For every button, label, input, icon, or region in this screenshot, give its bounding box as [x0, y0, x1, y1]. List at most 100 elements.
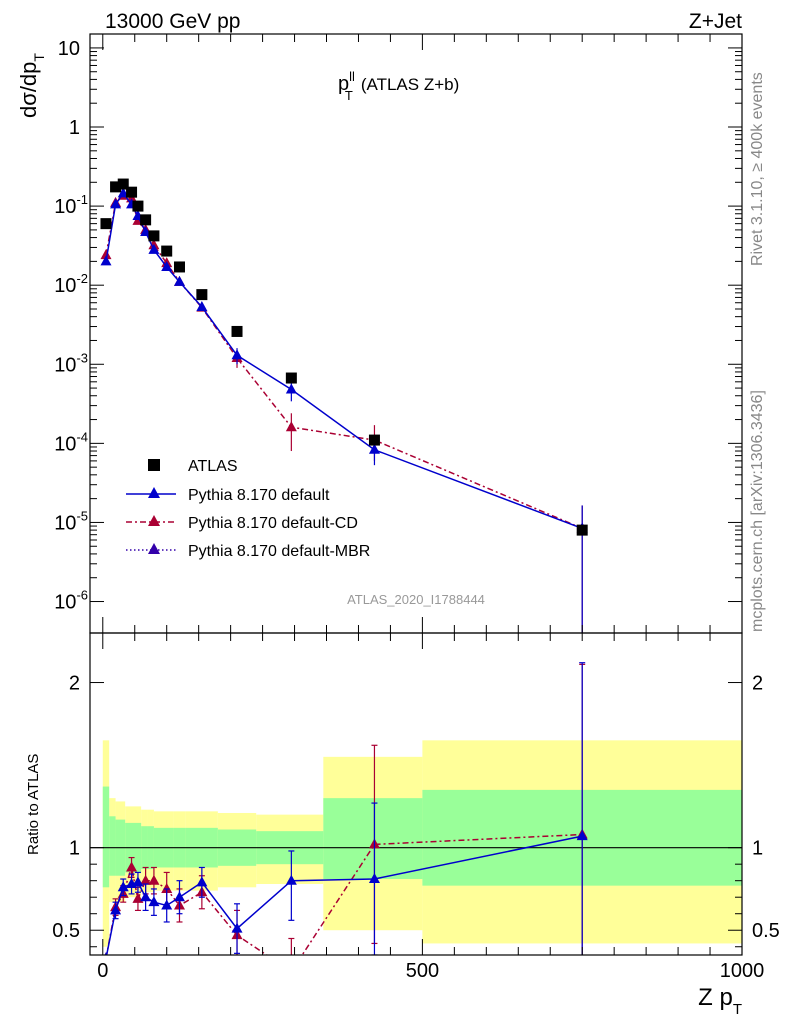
- main-y-tick-label-exponent: -6: [76, 588, 88, 603]
- atlas-data-point: [110, 181, 122, 193]
- main-title-symbol: p: [338, 73, 349, 95]
- atlas-data-point: [196, 289, 208, 301]
- main-series-1-marker: [368, 443, 380, 454]
- main-y-tick-label-exponent: -2: [76, 271, 88, 286]
- main-series-1-marker: [196, 300, 208, 311]
- rivet-version-label: Rivet 3.1.10, ≥ 400k events: [749, 72, 766, 266]
- main-y-tick-label-exponent: -5: [76, 508, 88, 523]
- ratio-axes: 0.5 0.5 1 1 2 2 0 500 1000: [52, 633, 780, 982]
- main-y-tick-label-exponent: -1: [76, 192, 88, 207]
- atlas-data-point: [368, 434, 380, 446]
- atlas-data-point: [161, 245, 173, 257]
- ratio-y-tick-label-right: 1: [752, 838, 763, 860]
- main-y-tick-label-exponent: -4: [76, 429, 88, 444]
- ratio-y-tick-label-left: 0.5: [52, 920, 80, 942]
- main-title: pll T (ATLAS Z+b): [338, 69, 459, 103]
- legend-default-label: Pythia 8.170 default: [188, 487, 330, 504]
- main-series-1-marker: [285, 383, 297, 394]
- analysis-id-watermark: ATLAS_2020_I1788444: [347, 592, 485, 607]
- ratio-series-0-marker: [117, 881, 129, 892]
- ratio-plot-frame: [89, 632, 743, 956]
- atlas-data-point: [100, 218, 112, 230]
- main-y-axis-title-subscript: T: [31, 53, 47, 62]
- main-series-1-marker: [231, 349, 243, 360]
- ratio-series-0-marker: [140, 891, 152, 902]
- ratio-series-0-marker: [132, 876, 144, 887]
- uncertainty-band-inner: [109, 816, 116, 876]
- ratio-series-1-marker: [126, 861, 138, 872]
- main-title-subscript: T: [345, 88, 353, 103]
- ratio-plot-area: [90, 662, 742, 976]
- ratio-series-0-marker: [173, 891, 185, 902]
- legend-default-cd-label: Pythia 8.170 default-CD: [188, 515, 358, 532]
- main-series-line-1: [105, 192, 583, 530]
- main-title-superscript: ll: [349, 69, 355, 84]
- ratio-y-tick-label-right: 0.5: [752, 920, 780, 942]
- ratio-y-tick-label-left: 2: [69, 673, 80, 695]
- uncertainty-band-inner: [102, 786, 110, 888]
- main-series-1-marker: [140, 226, 152, 237]
- atlas-data-point: [576, 524, 588, 536]
- main-y-tick-label-base: 10: [54, 512, 76, 534]
- main-y-tick-label-base: 10: [54, 592, 76, 614]
- legend-item-default-mbr: Pythia 8.170 default-MBR: [126, 543, 370, 560]
- atlas-data-point: [148, 230, 160, 242]
- ratio-x-axis-title: Z pT: [698, 984, 742, 1018]
- legend-item-default-cd: Pythia 8.170 default-CD: [126, 515, 358, 532]
- ratio-series-1-marker: [140, 874, 152, 885]
- ratio-series-1-marker: [161, 882, 173, 893]
- main-y-tick-label-base: 10: [54, 196, 76, 218]
- atlas-data-point: [117, 178, 129, 190]
- ratio-series-0-marker: [576, 830, 588, 841]
- legend-default-mbr-label: Pythia 8.170 default-MBR: [188, 543, 370, 560]
- main-y-tick-label: 10-4: [54, 429, 88, 455]
- ratio-series-0-marker: [148, 896, 160, 907]
- main-y-tick-label: 1: [69, 117, 80, 139]
- ratio-series-0-marker: [161, 899, 173, 910]
- ratio-series-0-marker: [196, 876, 208, 887]
- main-plot-area: [100, 178, 588, 633]
- ratio-x-axis-title-text: Z p: [698, 984, 733, 1011]
- ratio-y-tick-label-left: 1: [69, 838, 80, 860]
- main-y-tick-label-base: 10: [54, 354, 76, 376]
- ratio-y-tick-label-right: 2: [752, 673, 763, 695]
- ratio-x-tick-label: 1000: [720, 960, 765, 982]
- ratio-series-1-marker: [148, 874, 160, 885]
- main-y-tick-label: 10-5: [54, 508, 88, 534]
- atlas-data-point: [173, 261, 185, 273]
- ratio-x-tick-label: 500: [406, 960, 439, 982]
- atlas-data-point: [132, 200, 144, 212]
- ratio-series-1-marker: [286, 966, 297, 976]
- atlas-data-point: [231, 325, 243, 337]
- main-y-tick-label: 10-2: [54, 271, 88, 297]
- ratio-y-axis-title: Ratio to ATLAS: [25, 754, 42, 855]
- ratio-series-0-marker: [231, 922, 243, 933]
- ratio-series-0-marker: [368, 873, 380, 884]
- main-y-tick-label-base: 10: [54, 275, 76, 297]
- ratio-x-tick-label: 0: [97, 960, 108, 982]
- ratio-x-axis-title-subscript: T: [733, 1001, 742, 1018]
- atlas-data-point: [285, 372, 297, 384]
- ratio-series-0-marker: [285, 874, 297, 885]
- main-y-axis-title-text: dσ/dp: [16, 62, 41, 118]
- main-y-tick-label: 10-1: [54, 192, 88, 218]
- ratio-series-0-marker: [104, 952, 108, 955]
- main-y-axis-title: dσ/dpT: [16, 53, 47, 118]
- uncertainty-band-inner: [323, 798, 423, 880]
- main-y-tick-label-base: 1: [69, 117, 80, 139]
- header-process-label: Z+Jet: [689, 10, 742, 33]
- legend-item-atlas: ATLAS: [148, 458, 238, 475]
- main-series-1-marker: [110, 198, 122, 209]
- main-y-tick-label-exponent: -3: [76, 350, 88, 365]
- ratio-series-0-marker: [110, 904, 122, 915]
- main-series-1-marker: [117, 187, 129, 198]
- main-y-tick-label: 10: [58, 38, 80, 60]
- legend-atlas-marker: [148, 459, 160, 471]
- main-series-2-marker: [100, 249, 112, 260]
- atlas-data-point: [140, 214, 152, 226]
- main-title-text: (ATLAS Z+b): [361, 75, 459, 94]
- main-series-1-marker: [148, 243, 160, 254]
- legend: ATLAS Pythia 8.170 default Pythia 8.170 …: [126, 458, 370, 560]
